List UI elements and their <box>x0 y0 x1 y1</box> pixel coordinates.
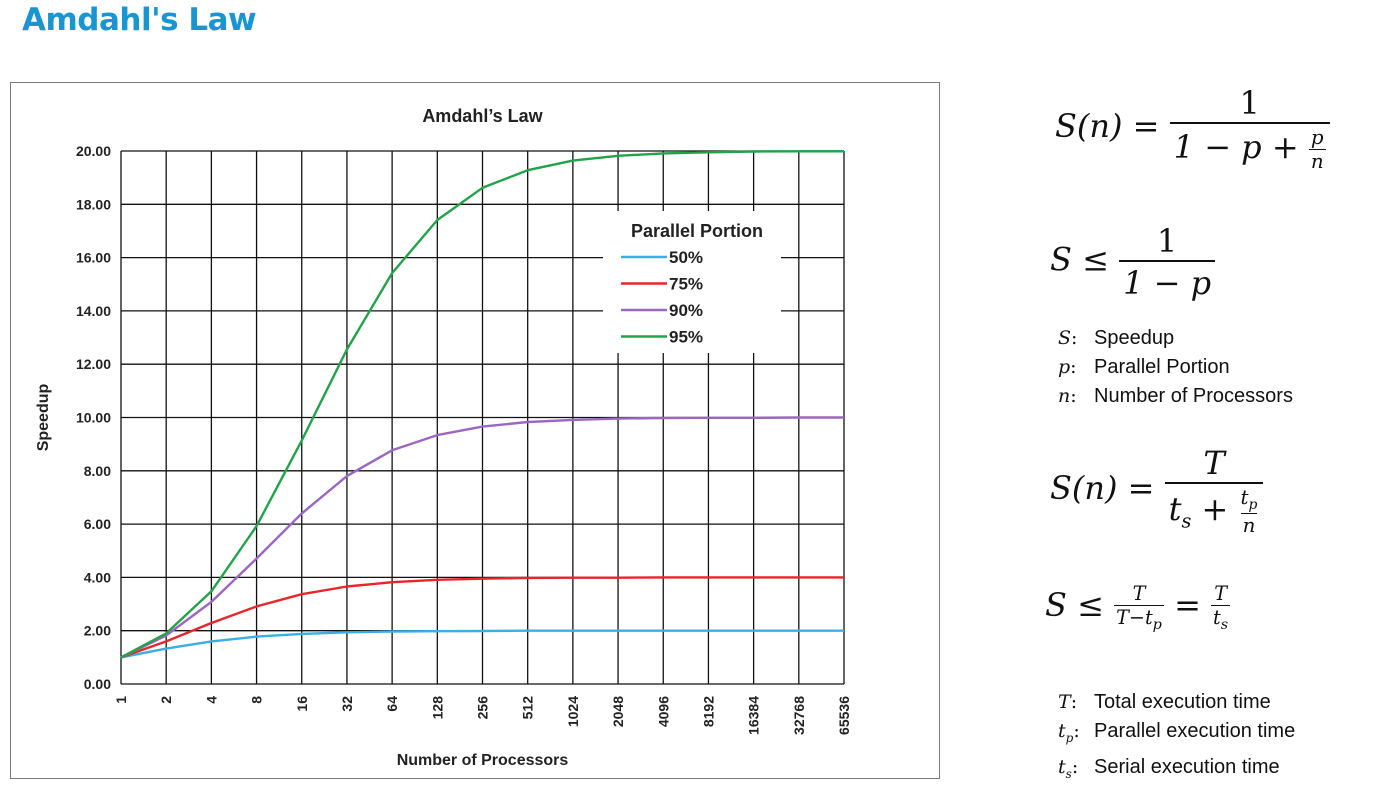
series-line-90pct <box>120 416 844 659</box>
formula-speedup-n: n <box>1308 149 1326 173</box>
legend-box <box>603 211 781 353</box>
def2-symbol: tp: <box>1058 720 1080 745</box>
formula-speedup-limit: S ≤ 1 1 − p <box>1050 222 1216 302</box>
y-tick-label: 16.00 <box>76 250 111 266</box>
x-tick-label: 4096 <box>655 696 671 727</box>
y-tick-label: 12.00 <box>76 356 111 372</box>
series-line-95pct <box>120 150 844 659</box>
x-tick-label: 1 <box>113 696 129 704</box>
formula-time-lhs: S(n) = <box>1050 468 1155 507</box>
definitions-list-1: S: Speedup p: Parallel Portion n: Number of P… <box>1058 324 1293 411</box>
x-tick-label: 16 <box>294 696 310 712</box>
series-line-50pct <box>120 629 844 659</box>
x-tick-label: 32768 <box>791 696 807 735</box>
y-tick-label: 6.00 <box>84 516 111 532</box>
x-tick-label: 256 <box>475 696 491 720</box>
def1-item: n: Number of Processors <box>1058 382 1293 411</box>
x-tick-label: 512 <box>520 696 536 720</box>
formula-time-tp-sub: p <box>1248 496 1258 513</box>
def2-item: tp: Parallel execution time <box>1058 717 1295 753</box>
formula-time-tp: t <box>1240 486 1249 509</box>
def2-symbol: T: <box>1058 691 1078 713</box>
x-tick-label: 128 <box>429 696 445 720</box>
y-tick-label: 0.00 <box>84 676 111 692</box>
amdahl-chart: Amdahl’s Law 0.00 2.00 4.00 6.00 8.00 10.00 12.… <box>35 106 852 769</box>
def1-text: Number of Processors <box>1094 385 1293 407</box>
legend-label: 75% <box>669 275 703 294</box>
x-tick-label: 32 <box>339 696 355 712</box>
formula-speedup-time: S(n) = T ts + tp n <box>1050 444 1264 537</box>
x-tick-label: 65536 <box>836 696 852 735</box>
x-tick-label: 4 <box>203 696 219 704</box>
def1-symbol: n: <box>1058 385 1077 407</box>
formula-time-ts-sub: s <box>1181 509 1192 533</box>
formula-tlimit-num2: T <box>1214 582 1227 605</box>
y-tick-label: 10.00 <box>76 410 111 426</box>
def1-text: Parallel Portion <box>1094 356 1230 378</box>
def2-text: Parallel execution time <box>1094 720 1296 742</box>
y-tick-label: 20.00 <box>76 143 111 159</box>
x-tick-label: 8 <box>249 696 265 704</box>
formula-speedup-fraction: 1 1 − p + p n <box>1169 84 1330 173</box>
y-tick-label: 4.00 <box>84 569 111 585</box>
def2-symbol: ts: <box>1058 755 1079 781</box>
def1-item: p: Parallel Portion <box>1058 353 1293 382</box>
formula-time-plus: + <box>1201 489 1229 528</box>
definitions-list-2: T: Total execution time tp: Parallel execut… <box>1058 688 1295 789</box>
chart-title: Amdahl’s Law <box>422 106 543 126</box>
def1-text: Speedup <box>1094 327 1175 349</box>
formula-tlimit-num1: T <box>1132 582 1146 605</box>
formula-speedup: S(n) = 1 1 − p + p n <box>1055 84 1330 173</box>
legend-label: 95% <box>669 328 703 347</box>
formula-speedup-time-limit: S ≤ T T−tp = T ts <box>1045 582 1231 633</box>
def2-item: ts: Serial execution time <box>1058 753 1295 789</box>
def1-symbol: S: <box>1058 327 1078 349</box>
y-tick-label: 14.00 <box>76 303 111 319</box>
slide-title: Amdahl's Law <box>22 2 257 38</box>
def2-item: T: Total execution time <box>1058 688 1295 717</box>
def2-text: Serial execution time <box>1094 755 1280 778</box>
def1-symbol: p: <box>1058 356 1077 378</box>
formula-tlimit-den2-sub: s <box>1220 616 1229 633</box>
def1-item: S: Speedup <box>1058 324 1293 353</box>
formula-speedup-numerator: 1 <box>1239 84 1260 122</box>
x-axis-label: Number of Processors <box>397 752 569 769</box>
formula-time-n: n <box>1240 512 1258 537</box>
y-tick-label: 2.00 <box>84 623 111 639</box>
formula-speedup-lhs: S(n) = <box>1055 107 1160 145</box>
legend-label: 50% <box>669 248 703 267</box>
formula-tlimit-den1-sub: p <box>1152 616 1162 633</box>
x-tick-label: 1024 <box>565 696 581 727</box>
formula-tlimit-den1: T−t <box>1116 606 1153 629</box>
x-tick-label: 64 <box>384 696 400 712</box>
formula-time-numerator: T <box>1203 444 1225 482</box>
formula-tlimit-den2: t <box>1213 606 1221 629</box>
chart-frame: Amdahl’s Law 0.00 2.00 4.00 6.00 8.00 10.00 12.… <box>10 82 940 779</box>
formula-tlimit-eq: = <box>1174 585 1201 624</box>
formula-limit-numerator: 1 <box>1156 222 1178 260</box>
formula-tlimit-lhs: S ≤ <box>1045 585 1104 624</box>
y-tick-label: 8.00 <box>84 463 111 479</box>
legend-title: Parallel Portion <box>631 221 763 241</box>
x-tick-label: 2 <box>158 696 174 704</box>
formula-limit-denominator: 1 − p <box>1119 260 1216 302</box>
y-axis-label: Speedup <box>35 383 52 451</box>
x-tick-label: 16384 <box>746 696 762 735</box>
formula-speedup-den-prefix: 1 − p + <box>1173 128 1299 166</box>
series-line-75pct <box>120 576 844 659</box>
x-tick-label: 8192 <box>700 696 716 727</box>
formula-limit-lhs: S ≤ <box>1050 240 1109 279</box>
x-tick-label: 2048 <box>610 696 626 727</box>
y-tick-label: 18.00 <box>76 196 111 212</box>
formula-speedup-p: p <box>1310 126 1324 149</box>
def2-text: Total execution time <box>1094 691 1271 713</box>
legend-label: 90% <box>669 301 703 320</box>
formula-time-ts: t <box>1168 489 1182 528</box>
